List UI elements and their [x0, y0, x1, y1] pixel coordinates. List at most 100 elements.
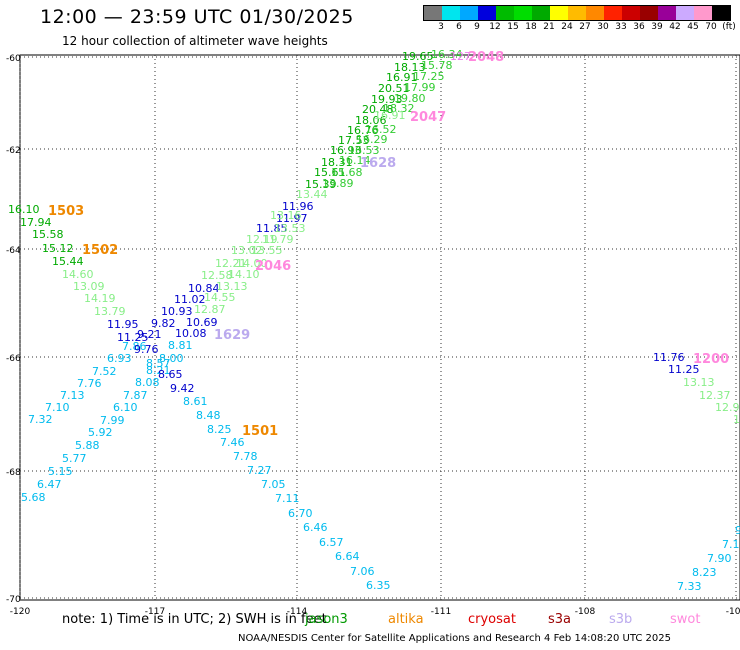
wave-height-label: 16.14 — [339, 154, 371, 167]
wave-height-label: 20.48 — [362, 103, 394, 116]
wave-height-label: 17.94 — [20, 216, 52, 229]
wave-height-label: 12.87 — [194, 303, 226, 316]
scale-label: 12 — [489, 22, 501, 32]
wave-height-label: 5.68 — [21, 491, 46, 504]
lat-label: -60 — [6, 54, 21, 64]
pass-time-label: 2048 — [468, 50, 504, 65]
scale-swatch — [550, 6, 568, 20]
scale-label: 36 — [633, 22, 645, 32]
wave-height-label: 17.53 — [338, 134, 370, 147]
wave-height-label: 8.65 — [158, 368, 183, 381]
wave-height-label: 18.31 — [321, 156, 353, 169]
scale-label: 30 — [597, 22, 609, 32]
wave-height-label: 6.46 — [303, 521, 328, 534]
wave-height-label: 13.55 — [251, 244, 283, 257]
wave-height-label: 9.82 — [151, 317, 176, 330]
scale-label: 45 — [687, 22, 699, 32]
scale-label: 42 — [669, 22, 681, 32]
wave-height-label: 14.10 — [228, 268, 260, 281]
wave-height-label: 7.05 — [261, 478, 286, 491]
scale-label: 21 — [543, 22, 555, 32]
wave-height-label: 11.85 — [256, 222, 288, 235]
scale-swatch — [568, 6, 586, 20]
wave-height-label: 10.69 — [186, 316, 218, 329]
scale-label: 3 — [438, 22, 444, 32]
wave-height-label: 18.32 — [383, 102, 415, 115]
pass-time-label: 1501 — [242, 424, 278, 439]
wave-height-label: 7.13 — [60, 389, 85, 402]
wave-height-label: 16.93 — [330, 144, 362, 157]
wave-height-label: 17.25 — [413, 70, 445, 83]
wave-height-label: 13.79 — [94, 305, 126, 318]
wave-height-label: 16.91 — [386, 71, 418, 84]
pass-time-label: 1200 — [693, 352, 729, 367]
wave-height-label: 12.9 — [715, 401, 740, 414]
lon-label: -108 — [575, 607, 596, 617]
wave-height-label: 6.47 — [37, 478, 62, 491]
wave-height-label: 11.97 — [276, 212, 308, 225]
wave-height-label: 16.91 — [374, 109, 406, 122]
wave-height-label: 12.19 — [246, 233, 278, 246]
wave-height-label: 127 — [450, 50, 471, 63]
wave-height-label: 19.80 — [394, 92, 426, 105]
wave-height-label: 10.84 — [188, 282, 220, 295]
wave-height-label: 15.68 — [331, 166, 363, 179]
wave-height-label: 13.53 — [274, 222, 306, 235]
wave-height-label: 11.95 — [107, 318, 139, 331]
wave-height-label: 7.27 — [247, 464, 272, 477]
wave-height-label: 7.11 — [275, 492, 300, 505]
lon-label: -114 — [287, 607, 308, 617]
wave-height-scale: 3 6 9 12 15 18 21 24 27 30 33 36 39 42 45 70 (ft) — [423, 5, 736, 32]
pass-time-label: 1502 — [82, 243, 118, 258]
satellite-legend-s3b: s3b — [609, 612, 633, 627]
lon-label: -111 — [431, 607, 451, 617]
wave-height-label: 7.99 — [100, 414, 125, 427]
wave-height-label: 8.00 — [159, 352, 184, 365]
wave-height-label: 6.93 — [107, 352, 132, 365]
wave-height-label: 8.08 — [135, 376, 160, 389]
wave-height-label: 13.44 — [296, 188, 328, 201]
pass-time-label: 2046 — [255, 259, 291, 274]
wave-height-label: 8.61 — [183, 395, 208, 408]
wave-height-label: 8.48 — [196, 409, 221, 422]
scale-swatch — [532, 6, 550, 20]
wave-height-label: 13.89 — [322, 177, 354, 190]
pass-time-label: 2047 — [410, 110, 446, 125]
wave-height-label: 7.33 — [677, 580, 702, 593]
map-title: 12:00 — 23:59 UTC 01/30/2025 — [40, 6, 354, 28]
satellite-legend-cryosat: cryosat — [468, 612, 516, 627]
wave-height-label: 16.10 — [8, 203, 40, 216]
wave-height-label: 7.78 — [233, 450, 258, 463]
wave-height-label: 12.58 — [201, 269, 233, 282]
wave-height-label: 8.25 — [207, 423, 232, 436]
wave-height-label: 19.93 — [371, 93, 403, 106]
wave-height-label: 15.44 — [52, 255, 84, 268]
lat-label: -64 — [6, 246, 21, 256]
scale-label: 33 — [615, 22, 627, 32]
satellite-legend-s3a: s3a — [548, 612, 572, 627]
wave-height-label: 15.61 — [314, 166, 346, 179]
wave-height-label: 16.29 — [356, 133, 388, 146]
wave-height-label: 9 — [735, 524, 740, 537]
wave-height-label: 1 — [733, 413, 740, 426]
wave-height-label: 7.86 — [122, 340, 147, 353]
wave-height-label: 7.06 — [350, 565, 375, 578]
lat-label: -62 — [6, 146, 21, 156]
wave-height-label: 13.13 — [683, 376, 715, 389]
wave-height-label: 8.23 — [692, 566, 717, 579]
scale-swatch — [586, 6, 604, 20]
wave-height-label: 5.88 — [75, 439, 100, 452]
scale-label: 18 — [525, 22, 537, 32]
wave-height-label: 7.87 — [123, 389, 148, 402]
scale-swatch — [442, 6, 460, 20]
scale-swatch — [676, 6, 694, 20]
satellite-legend-altika: altika — [388, 612, 424, 627]
wave-height-label: 7.76 — [77, 377, 102, 390]
wave-height-label: 6.10 — [113, 401, 138, 414]
wave-height-label: 12.21 — [215, 257, 247, 270]
wave-height-label: 15.58 — [32, 228, 64, 241]
wave-height-label: 9.76 — [134, 343, 159, 356]
wave-height-label: 15.39 — [305, 178, 337, 191]
wave-height-label: 14.19 — [84, 292, 116, 305]
